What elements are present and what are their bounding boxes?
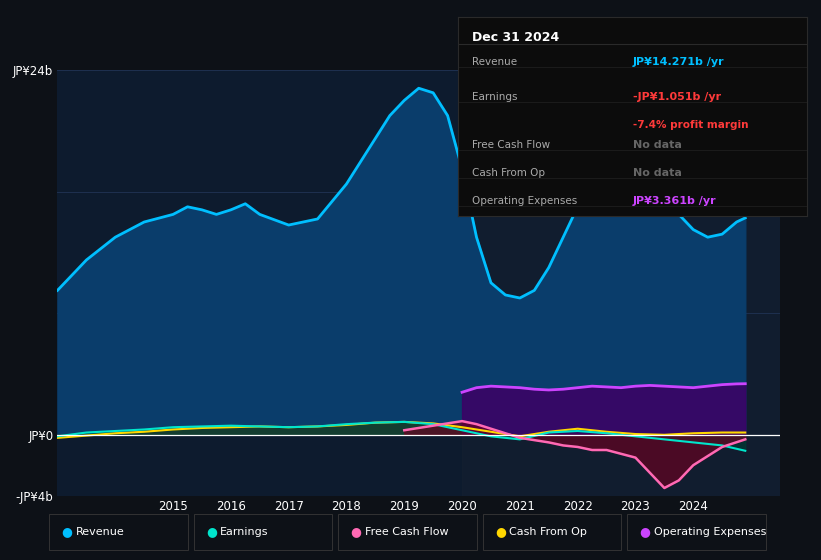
- Text: ●: ●: [495, 525, 506, 538]
- Text: Revenue: Revenue: [472, 57, 517, 67]
- Text: Dec 31 2024: Dec 31 2024: [472, 31, 559, 44]
- Text: ●: ●: [640, 525, 650, 538]
- Text: ●: ●: [351, 525, 361, 538]
- Text: No data: No data: [633, 140, 681, 150]
- Text: JP¥14.271b /yr: JP¥14.271b /yr: [633, 57, 724, 67]
- Text: Earnings: Earnings: [220, 527, 268, 536]
- Text: Revenue: Revenue: [76, 527, 124, 536]
- Text: Cash From Op: Cash From Op: [509, 527, 587, 536]
- Text: -7.4% profit margin: -7.4% profit margin: [633, 120, 748, 130]
- Text: Cash From Op: Cash From Op: [472, 168, 545, 178]
- Text: Free Cash Flow: Free Cash Flow: [472, 140, 550, 150]
- Text: ●: ●: [206, 525, 217, 538]
- Text: Free Cash Flow: Free Cash Flow: [365, 527, 448, 536]
- Bar: [462, 70, 780, 496]
- Text: No data: No data: [633, 168, 681, 178]
- Text: -JP¥1.051b /yr: -JP¥1.051b /yr: [633, 92, 721, 102]
- Text: JP¥3.361b /yr: JP¥3.361b /yr: [633, 196, 716, 206]
- Text: Operating Expenses: Operating Expenses: [654, 527, 766, 536]
- Text: Operating Expenses: Operating Expenses: [472, 196, 577, 206]
- Text: ●: ●: [62, 525, 72, 538]
- Text: Earnings: Earnings: [472, 92, 517, 102]
